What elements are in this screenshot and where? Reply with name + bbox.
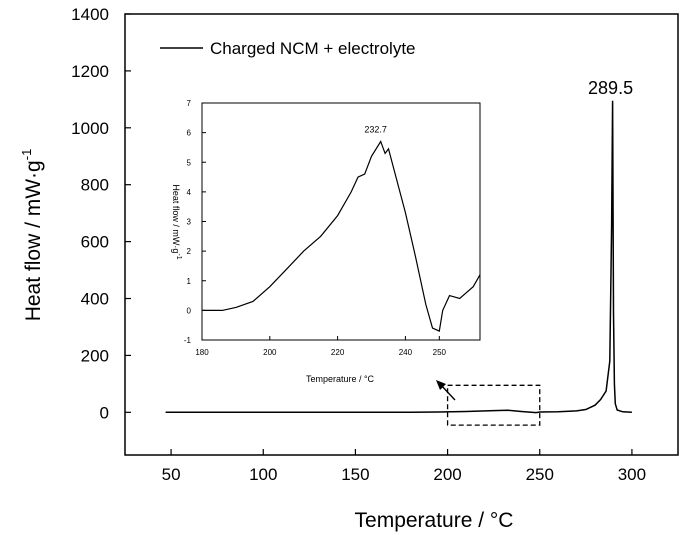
inset-y-tick-label: 0 [187,306,192,315]
inset-y-tick-label: 3 [187,218,192,227]
highlight-region-box [446,384,541,426]
inset-y-tick-label: 4 [187,188,192,197]
inset-y-axis-label: Heat flow / mW·g-1 [171,184,182,259]
inset-y-tick-label: 5 [187,158,192,167]
main-plot-area [124,13,679,456]
main-y-tick-label: 400 [81,290,109,309]
inset-y-axis-label-text: Heat flow / mW·g [171,184,181,253]
main-y-axis-label-sup: -1 [19,149,34,161]
main-x-tick-label: 100 [249,465,277,484]
inset-pointer-arrowhead [436,380,446,390]
inset-y-tick-label: -1 [184,336,192,345]
main-y-tick-label: 1200 [71,62,109,81]
main-x-tick-label: 200 [433,465,461,484]
main-y-tick-label: 0 [100,403,109,422]
main-x-tick-label: 50 [162,465,181,484]
svg-text:Heat flow / mW·g-1: Heat flow / mW·g-1 [19,149,45,322]
main-y-axis-label: Heat flow / mW·g-1 [19,149,45,322]
main-y-tick-label: 600 [81,233,109,252]
legend-label: Charged NCM + electrolyte [210,39,416,58]
inset-peak-label: 232.7 [364,125,387,135]
inset-plot-area [201,102,481,341]
inset-tick-group: 180 200 220 240 250 -1 0 1 2 3 4 5 6 7 [184,99,447,357]
main-x-tick-label: 150 [341,465,369,484]
main-y-tick-label: 800 [81,176,109,195]
main-y-tick-label: 1000 [71,119,109,138]
main-tick-group: 50 100 150 200 250 30002004006008001000120014… [71,5,646,484]
main-y-tick-label: 200 [81,346,109,365]
main-y-axis-label-text: Heat flow / mW·g [22,160,45,321]
inset-y-tick-label: 2 [187,247,192,256]
inset-x-tick-label: 250 [433,348,447,357]
inset-series-line [202,140,481,332]
inset-x-tick-label: 220 [331,348,345,357]
main-x-axis-label: Temperature / °C [355,509,514,532]
main-series-line [165,100,632,414]
main-x-tick-label: 250 [526,465,554,484]
inset-x-tick-label: 200 [263,348,277,357]
inset-y-tick-label: 6 [187,129,192,138]
svg-text:Heat flow / mW·g-1: Heat flow / mW·g-1 [171,184,182,259]
main-x-tick-label: 300 [618,465,646,484]
main-y-tick-label: 1400 [71,5,109,24]
inset-y-axis-label-sup: -1 [175,253,182,259]
inset-x-tick-label: 180 [195,348,209,357]
main-peak-label: 289.5 [588,78,633,98]
inset-y-tick-label: 1 [187,277,192,286]
inset-x-tick-label: 240 [399,348,413,357]
inset-y-tick-label: 7 [187,99,192,108]
inset-x-axis-label: Temperature / °C [306,374,375,384]
